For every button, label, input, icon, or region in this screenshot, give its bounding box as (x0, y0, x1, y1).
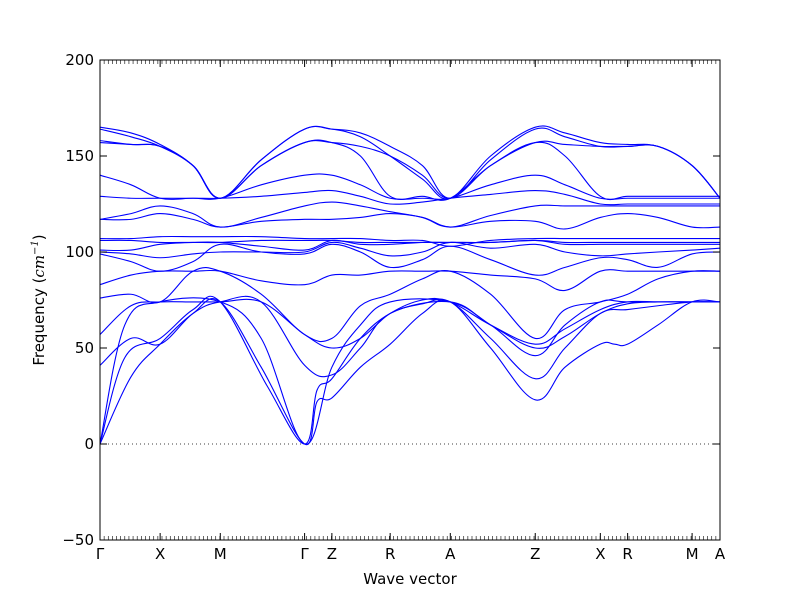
y-tick-label: −50 (62, 531, 94, 549)
y-tick-label: 50 (75, 339, 94, 357)
band-line-6 (99, 267, 721, 343)
band-line-14 (99, 201, 720, 228)
band-line-9 (99, 241, 721, 259)
x-axis-label: Wave vector (363, 570, 457, 588)
x-tick-label: R (622, 545, 632, 563)
x-tick-label: X (595, 545, 605, 563)
x-tick-label: M (214, 545, 227, 563)
band-line-8 (99, 243, 721, 276)
y-tick-label: 200 (65, 51, 94, 69)
x-tick-label: A (715, 545, 726, 563)
band-line-20 (99, 125, 721, 200)
y-axis-ticks: −50 0 50 100 150 200 (62, 51, 720, 549)
x-tick-label: Z (327, 545, 337, 563)
band-line-7 (99, 269, 720, 291)
band-line-12 (99, 235, 720, 247)
y-tick-label: 150 (65, 147, 94, 165)
x-tick-label: Z (530, 545, 540, 563)
x-tick-label: M (686, 545, 699, 563)
plot-frame (99, 59, 721, 541)
band-lines (99, 125, 721, 445)
y-axis-label-text: Frequency ( (30, 278, 48, 366)
y-axis-label-unit: cm (30, 255, 48, 278)
band-line-11 (99, 239, 720, 244)
x-tick-label: Γ (96, 545, 105, 563)
x-tick-label: X (155, 545, 165, 563)
y-axis-label: Frequency (cm−1) (30, 234, 48, 365)
band-line-5 (99, 297, 720, 349)
minor-ticks (99, 60, 721, 540)
x-tick-label: Γ (300, 545, 309, 563)
x-tick-label: A (445, 545, 456, 563)
y-tick-label: 100 (65, 243, 94, 261)
y-axis-label-close: ) (30, 234, 48, 240)
x-tick-label: R (385, 545, 395, 563)
y-tick-label: 0 (84, 435, 94, 453)
y-axis-label-exp: −1 (30, 240, 41, 255)
